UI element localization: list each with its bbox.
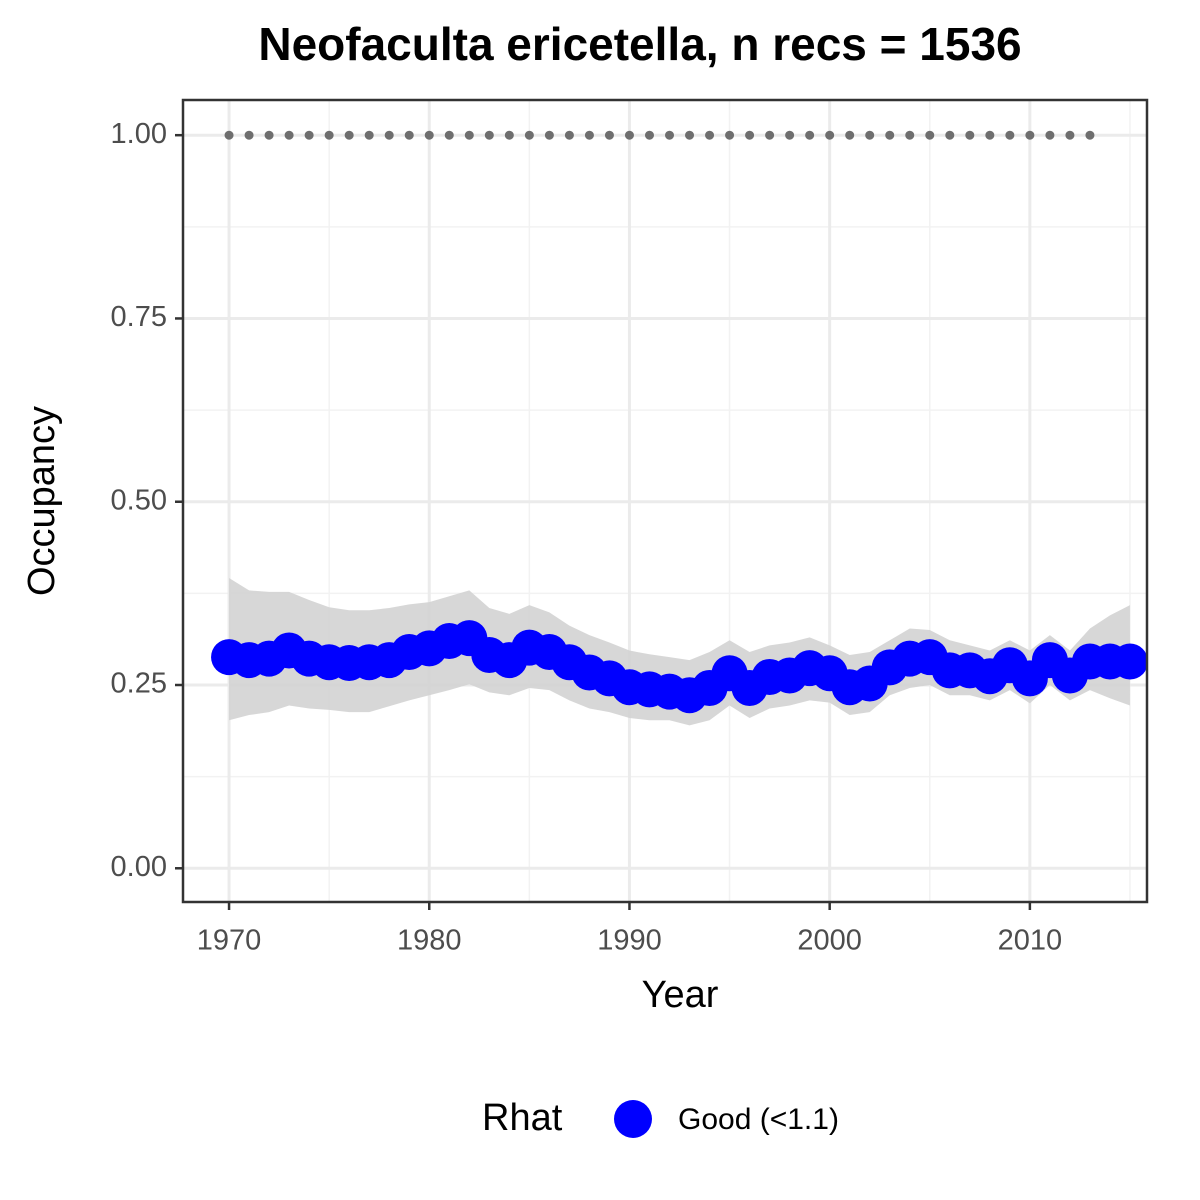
- x-tick-label: 1980: [397, 925, 462, 957]
- reference-point: [404, 130, 414, 140]
- legend-title: Rhat: [482, 1097, 563, 1139]
- confidence-band: [229, 577, 1130, 726]
- reference-point: [1065, 130, 1075, 140]
- reference-point: [825, 130, 835, 140]
- reference-point: [284, 130, 294, 140]
- reference-point: [444, 130, 454, 140]
- reference-point: [624, 130, 634, 140]
- reference-point: [1025, 130, 1035, 140]
- reference-point: [745, 130, 755, 140]
- x-axis-title: Year: [642, 974, 719, 1016]
- y-axis-title: Occupancy: [21, 406, 63, 596]
- x-tick-label: 1990: [597, 925, 662, 957]
- reference-point: [304, 130, 314, 140]
- reference-point: [544, 130, 554, 140]
- legend-swatch: [614, 1100, 652, 1138]
- reference-point: [785, 130, 795, 140]
- reference-point: [1045, 130, 1055, 140]
- reference-point: [324, 130, 334, 140]
- reference-point: [644, 130, 654, 140]
- reference-point: [705, 130, 715, 140]
- reference-point: [244, 130, 254, 140]
- reference-point: [364, 130, 374, 140]
- reference-point: [765, 130, 775, 140]
- reference-point: [685, 130, 695, 140]
- y-tick-label: 1.00: [111, 118, 167, 150]
- reference-point: [905, 130, 915, 140]
- reference-point: [524, 130, 534, 140]
- reference-point: [965, 130, 975, 140]
- reference-point: [665, 130, 675, 140]
- reference-point: [424, 130, 434, 140]
- panel-border: [181, 98, 1149, 904]
- reference-point: [985, 130, 995, 140]
- reference-point: [384, 130, 394, 140]
- x-tick-label: 2010: [998, 925, 1063, 957]
- legend-label: Good (<1.1): [678, 1103, 839, 1136]
- y-tick-label: 0.75: [111, 301, 167, 333]
- reference-point: [945, 130, 955, 140]
- chart-title: Neofaculta ericetella, n recs = 1536: [258, 18, 1021, 70]
- y-tick-label: 0.50: [111, 484, 167, 516]
- reference-point: [1085, 130, 1095, 140]
- reference-point: [484, 130, 494, 140]
- reference-point: [264, 130, 274, 140]
- reference-point: [865, 130, 875, 140]
- x-tick-label: 2000: [797, 925, 862, 957]
- point: [1111, 643, 1148, 680]
- y-tick-label: 0.25: [111, 668, 167, 700]
- reference-point: [584, 130, 594, 140]
- reference-point: [725, 130, 735, 140]
- reference-point: [224, 130, 234, 140]
- reference-point: [805, 130, 815, 140]
- reference-point: [1005, 130, 1015, 140]
- reference-point: [604, 130, 614, 140]
- reference-point: [845, 130, 855, 140]
- reference-point: [464, 130, 474, 140]
- x-tick-label: 1970: [197, 925, 262, 957]
- reference-point: [344, 130, 354, 140]
- reference-point: [885, 130, 895, 140]
- y-tick-label: 0.00: [111, 851, 167, 883]
- reference-point: [564, 130, 574, 140]
- reference-point: [504, 130, 514, 140]
- reference-point: [925, 130, 935, 140]
